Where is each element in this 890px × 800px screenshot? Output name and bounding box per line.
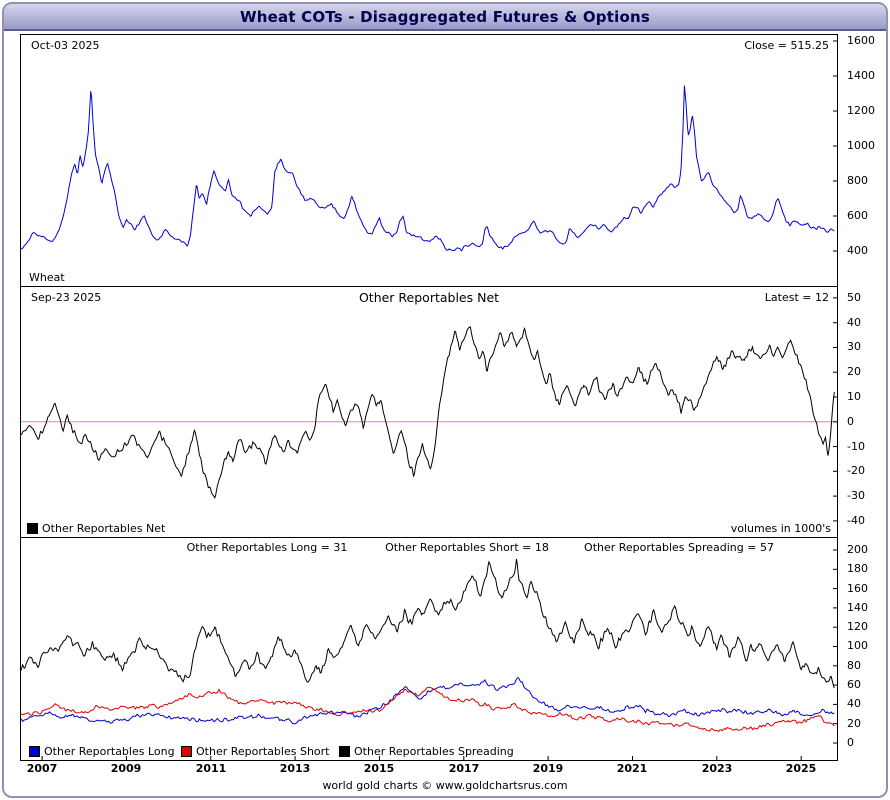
- spreading-legend-label: Other Reportables Spreading: [354, 745, 514, 758]
- y-tick-label: 100: [847, 639, 868, 652]
- other-reportables-net-line: [21, 326, 835, 499]
- y-tick-label: 40: [847, 697, 861, 710]
- y-tick-label: 50: [847, 291, 861, 304]
- y-tick-label: 40: [847, 316, 861, 329]
- y-tick-label: 0: [847, 736, 854, 749]
- short-legend-item: Other Reportables Short: [181, 745, 330, 758]
- net-plot: [21, 297, 837, 522]
- panel-other-reportables-components: Other Reportables Long = 31 Other Report…: [20, 537, 838, 761]
- credit-footer: world gold charts © www.goldchartsrus.co…: [322, 779, 568, 792]
- y-tick-label: -40: [847, 514, 865, 527]
- components-plot: [21, 549, 837, 760]
- long-legend-item: Other Reportables Long: [29, 745, 175, 758]
- long-legend-label: Other Reportables Long: [44, 745, 175, 758]
- y-tick-label: 600: [847, 209, 868, 222]
- y-tick-label: 1200: [847, 104, 875, 117]
- y-tick-label: 20: [847, 365, 861, 378]
- y-tick-label: -30: [847, 489, 865, 502]
- y-tick-label: 1400: [847, 69, 875, 82]
- x-tick-label-2025: 2025: [785, 762, 817, 775]
- panel-wheat-price: Oct-03 2025 Close = 515.25 Wheat: [20, 34, 838, 287]
- spreading-value-label: Other Reportables Spreading = 57: [584, 541, 774, 554]
- y-tick-label: 0: [847, 415, 854, 428]
- panel-other-reportables-net: Sep-23 2025 Other Reportables Net Latest…: [20, 286, 838, 538]
- window-title: Wheat COTs - Disaggregated Futures & Opt…: [240, 7, 650, 26]
- net-legend-label: Other Reportables Net: [42, 522, 166, 535]
- net-legend: Other Reportables Net: [27, 522, 165, 535]
- y-tick-label: 120: [847, 620, 868, 633]
- y-tick-label: 10: [847, 390, 861, 403]
- y-tick-label: -10: [847, 440, 865, 453]
- other-reportables-spreading-line: [21, 558, 835, 689]
- x-axis-year-labels: 2007 2009 2011 2013 2015 2017 2019 2021 2023 2025: [20, 762, 838, 777]
- x-tick-label-2015: 2015: [363, 762, 395, 775]
- short-legend-label: Other Reportables Short: [196, 745, 330, 758]
- wheat-price-plot: [21, 40, 837, 252]
- other-reportables-short-line: [21, 686, 835, 732]
- y-tick-label: 80: [847, 659, 861, 672]
- x-tick-label-2017: 2017: [448, 762, 480, 775]
- window-titlebar: Wheat COTs - Disaggregated Futures & Opt…: [4, 4, 886, 31]
- y-tick-label: 140: [847, 601, 868, 614]
- x-tick-label-2011: 2011: [195, 762, 227, 775]
- wheat-close-line: [21, 85, 835, 252]
- y-tick-label: 60: [847, 678, 861, 691]
- y-tick-label: 160: [847, 582, 868, 595]
- x-tick-label-2009: 2009: [110, 762, 142, 775]
- y-tick-label: 400: [847, 244, 868, 257]
- net-legend-swatch: [27, 523, 38, 534]
- net-y-axis: 50 40 30 20 10 0 -10 -20 -30 -40: [842, 287, 886, 537]
- x-tick-label-2021: 2021: [616, 762, 648, 775]
- y-tick-label: 1600: [847, 34, 875, 47]
- y-tick-label: 800: [847, 174, 868, 187]
- y-tick-label: 20: [847, 717, 861, 730]
- other-reportables-long-line: [21, 677, 835, 725]
- short-legend-swatch: [181, 746, 192, 757]
- x-tick-label-2023: 2023: [701, 762, 733, 775]
- y-tick-label: 180: [847, 562, 868, 575]
- y-tick-label: -20: [847, 464, 865, 477]
- y-tick-label: 1000: [847, 139, 875, 152]
- y-tick-label: 200: [847, 543, 868, 556]
- spreading-legend-item: Other Reportables Spreading: [339, 745, 514, 758]
- spreading-legend-swatch: [339, 746, 350, 757]
- price-y-axis: 1600 1400 1200 1000 800 600 400: [842, 34, 886, 286]
- x-tick-label-2013: 2013: [279, 762, 311, 775]
- short-value-label: Other Reportables Short = 18: [385, 541, 549, 554]
- y-tick-label: 30: [847, 340, 861, 353]
- x-tick-label-2007: 2007: [26, 762, 58, 775]
- long-legend-swatch: [29, 746, 40, 757]
- long-value-label: Other Reportables Long = 31: [186, 541, 348, 554]
- components-y-axis: 200 180 160 140 120 100 80 60 40 20 0: [842, 538, 886, 760]
- x-tick-label-2019: 2019: [532, 762, 564, 775]
